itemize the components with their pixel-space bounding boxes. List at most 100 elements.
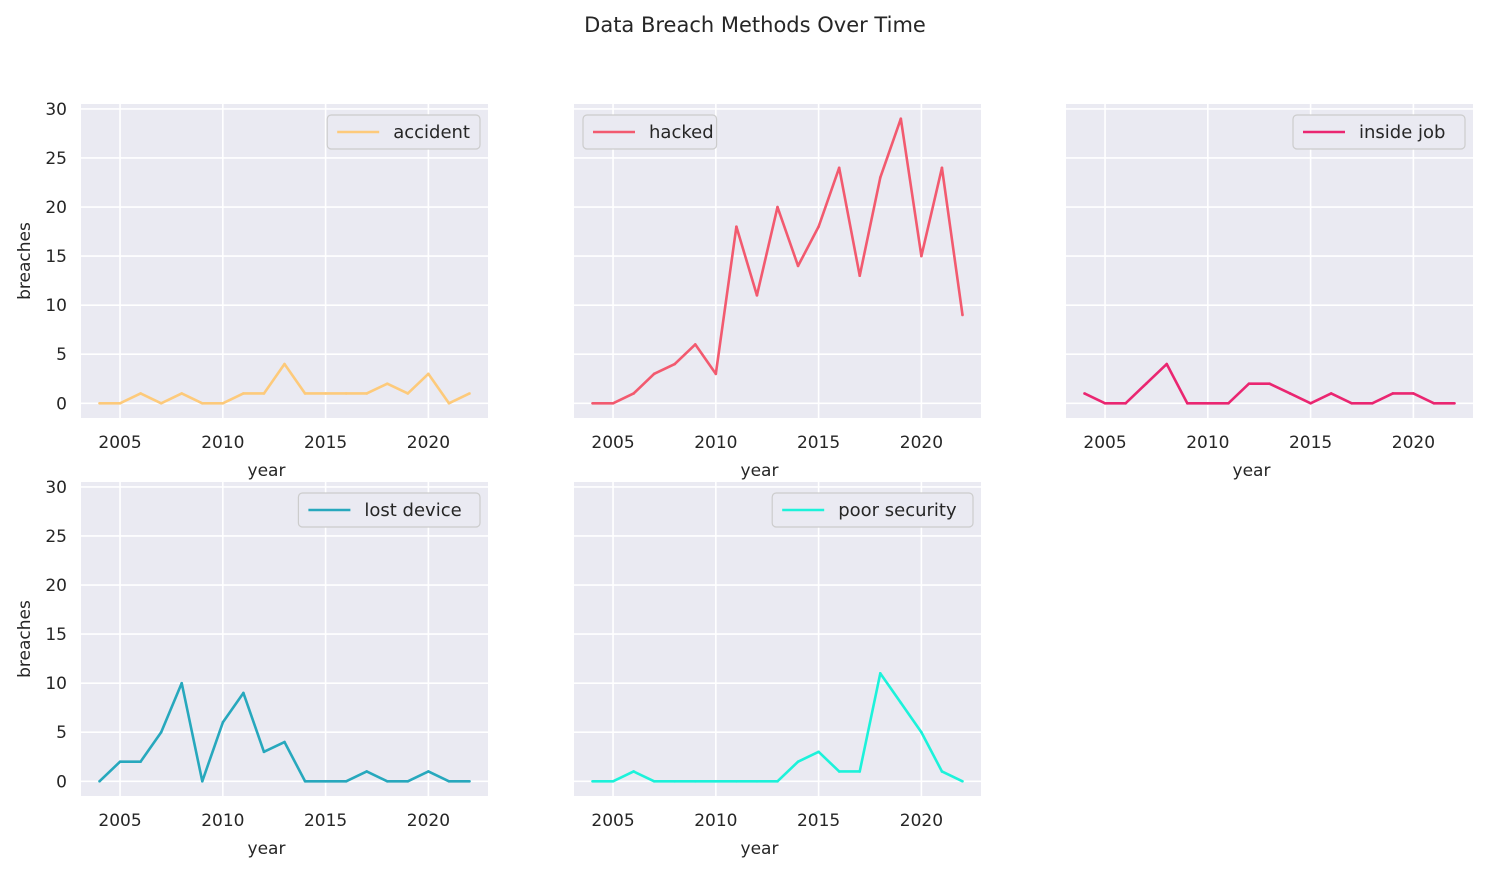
data-point [632,770,635,773]
legend-box [326,114,481,150]
data-point [139,760,142,763]
data-point [652,779,656,783]
data-point [427,372,430,376]
data-point [796,264,800,268]
y-tick-label: 5 [56,345,67,365]
data-point [1144,382,1148,385]
data-point [1329,392,1333,395]
data-point [1432,401,1436,405]
data-point [837,166,841,170]
x-tick-label: 2010 [694,433,737,453]
data-point [468,779,471,783]
legend: accident [326,114,481,150]
figure-title: Data Breach Methods Over Time [584,13,926,37]
data-point [920,730,923,734]
data-point [591,779,594,783]
data-point [1288,392,1292,395]
data-point [1206,401,1210,405]
y-tick-label: 15 [45,247,67,267]
legend: inside job [1292,114,1466,150]
data-point [118,760,122,763]
data-point [940,770,944,773]
legend-label: accident [393,122,470,143]
data-point [221,401,225,405]
data-point [468,392,471,395]
x-tick-label: 2020 [1392,433,1435,453]
data-point [385,779,389,783]
data-point [693,343,697,346]
data-point [714,372,718,376]
subplot-0: 2005 2010 2015 2020 0 5 10 15 20 25 30 year breaches… [15,100,488,481]
x-tick-label: 2005 [98,433,141,453]
plot-area [574,482,981,796]
data-point [427,770,430,773]
data-point [940,166,944,170]
data-point [591,401,594,405]
data-point [118,401,122,405]
x-tick-label: 2015 [797,811,840,831]
data-point [406,779,410,783]
data-point [283,740,286,744]
y-tick-label: 15 [45,625,67,645]
data-point [303,392,307,395]
x-axis-label: year [741,839,779,859]
legend: poor security [771,492,974,528]
legend-box [1292,114,1466,150]
data-point [242,392,245,395]
data-point [200,779,204,783]
x-tick-label: 2010 [694,811,737,831]
x-axis-label: year [741,461,779,481]
y-axis-label: breaches [15,222,35,300]
x-tick-label: 2020 [900,811,943,831]
subplot-1: 2005 2010 2015 2020 year hacked [574,104,981,481]
data-point [283,362,286,366]
x-tick-label: 2020 [407,433,450,453]
y-tick-label: 25 [45,149,67,169]
y-tick-label: 10 [45,296,67,316]
data-point [447,401,451,405]
plot-area [574,104,981,418]
subplot-4: 2005 2010 2015 2020 year poor security [574,482,981,859]
x-tick-label: 2015 [304,811,347,831]
data-point [1268,382,1271,385]
data-point [98,779,101,783]
subplot-grid: 2005 2010 2015 2020051015202530yearbreaches… [15,100,1473,859]
x-axis-label: year [1233,461,1271,481]
x-tick-label: 2020 [900,433,943,453]
data-point [796,760,800,763]
x-tick-label: 2020 [407,811,450,831]
data-point [303,779,307,783]
data-point [776,779,779,783]
data-point [878,176,882,179]
x-tick-label: 2015 [304,433,347,453]
data-point [180,681,184,685]
subplot-2: 2005 2010 2015 2020 year inside job [1066,104,1473,481]
x-tick-label: 2015 [797,433,840,453]
legend-label: lost device [364,500,461,521]
data-point [673,362,677,366]
legend-label: poor security [838,500,957,521]
data-point [1412,392,1415,395]
plot-area [81,104,488,418]
data-point [1165,362,1169,366]
data-point [776,205,779,209]
y-tick-label: 20 [45,576,67,596]
x-axis-label: year [248,461,286,481]
data-point [344,779,348,783]
data-point [817,225,820,228]
data-point [406,392,410,395]
x-tick-label: 2010 [1186,433,1229,453]
data-point [1370,401,1374,405]
data-point [159,401,163,405]
data-point [447,779,451,783]
data-point [344,392,348,395]
data-point [324,392,327,395]
x-tick-label: 2005 [98,811,141,831]
data-point [1350,401,1354,405]
data-point [961,779,964,783]
y-tick-label: 25 [45,527,67,547]
y-tick-label: 5 [56,723,67,743]
data-point [899,117,903,121]
data-point [159,730,163,734]
